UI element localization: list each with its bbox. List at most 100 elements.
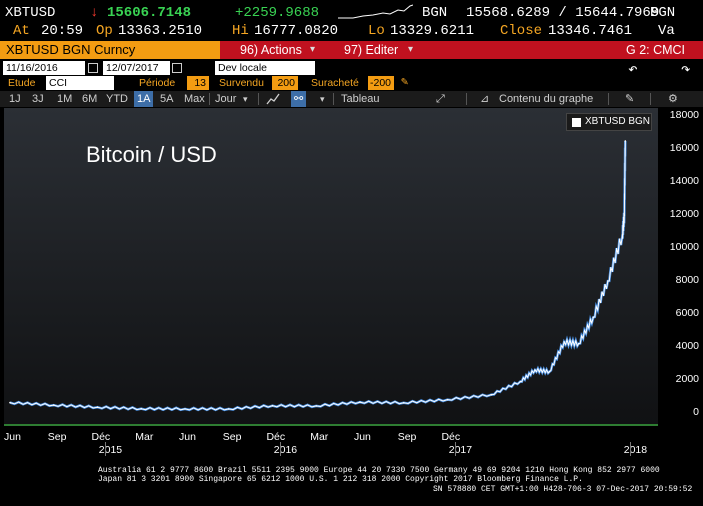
down-arrow-icon: ↓ (90, 5, 99, 21)
fullscreen-icon[interactable]: ⤢ (436, 93, 445, 105)
chart-toolbar: 1J 3J 1M 6M YTD 1A 5A Max Jour ▾ ⚯ ▾ Tab… (0, 91, 703, 107)
data-point (490, 393, 493, 396)
chart-plot-area[interactable] (4, 108, 658, 426)
edit-menu[interactable]: 97) Editer (344, 43, 399, 57)
data-point (184, 408, 186, 410)
range-1j[interactable]: 1J (9, 93, 21, 105)
series-line (9, 140, 626, 411)
x-tick-label: Sep (397, 431, 417, 443)
y-tick-label: 10000 (669, 241, 699, 254)
x-tick-label: Sep (47, 431, 67, 443)
range-6m[interactable]: 6M (82, 93, 98, 105)
table-button[interactable]: Tableau (341, 93, 380, 105)
data-point (607, 280, 609, 282)
frequency-dropdown-icon[interactable]: ▾ (243, 94, 248, 104)
high-label: Hi (232, 23, 249, 39)
data-point (534, 369, 536, 371)
y-tick-label: 0 (693, 405, 699, 418)
range-1a[interactable]: 1A (134, 91, 154, 107)
data-point (563, 341, 565, 343)
last-price: 15606.7148 (107, 5, 192, 21)
footer-session: SN 578880 CET GMT+1:00 H428-706-3 07-Dec… (433, 485, 693, 494)
compare-icon[interactable]: ⚯ (291, 91, 307, 107)
line-chart-icon[interactable] (266, 91, 280, 107)
edit-icon[interactable]: ✎ (625, 93, 635, 105)
at-label: At (13, 23, 30, 39)
year-divider (104, 442, 106, 456)
data-point (52, 404, 55, 406)
y-tick-label: 14000 (669, 175, 699, 188)
security-name[interactable]: XBTUSD BGN Curncy (0, 41, 220, 59)
overbought-label: Suracheté (311, 77, 359, 89)
study-select[interactable]: CCI (46, 76, 114, 90)
x-tick-label: Mar (310, 431, 329, 443)
close-label: Close (500, 23, 543, 39)
range-max[interactable]: Max (184, 93, 205, 105)
currency-select[interactable]: Dev locale (215, 61, 315, 75)
pencil-icon[interactable]: ✎ (401, 75, 409, 89)
series-highlight (9, 140, 627, 412)
settings-gear-icon[interactable]: ⚙ (668, 93, 678, 105)
data-point (315, 405, 318, 407)
range-1m[interactable]: 1M (57, 93, 73, 105)
price-chart (4, 140, 658, 426)
period-input[interactable]: 13 (187, 76, 209, 90)
year-divider (454, 442, 456, 456)
data-point (402, 401, 405, 404)
edit-dropdown-icon[interactable]: ▾ (408, 44, 414, 55)
x-axis: Jun Sep Déc Mar Jun Sep Déc Mar Jun Sep Déc 2015 201… (0, 426, 703, 458)
high-value: 16777.0820 (254, 23, 339, 39)
calendar-icon[interactable] (172, 63, 182, 73)
page-id: G 2: CMCI (626, 43, 686, 57)
low-value: 13329.6211 (390, 23, 475, 39)
x-tick-label: Jun (353, 431, 371, 443)
sparkline (338, 4, 413, 19)
low-label: Lo (368, 23, 385, 39)
chart-legend[interactable]: XBTUSD BGN (566, 113, 652, 131)
data-point (577, 342, 580, 345)
time: 20:59 (41, 23, 84, 39)
range-ytd[interactable]: YTD (106, 93, 128, 105)
x-tick-label: Déc (441, 431, 461, 443)
range-5a[interactable]: 5A (160, 93, 174, 105)
drawing-icon[interactable]: ⊿ (480, 93, 490, 105)
y-tick-label: 18000 (669, 109, 699, 122)
y-tick-label: 8000 (675, 274, 699, 286)
bid-ask: 15568.6289 / 15644.7969 (466, 5, 660, 21)
overbought-input[interactable]: -200 (368, 76, 394, 90)
redo-icon[interactable]: ↷ (681, 61, 691, 79)
x-tick-label: Jun (4, 431, 21, 443)
content-menu[interactable]: Contenu du graphe (499, 93, 594, 105)
frequency-select[interactable]: Jour (215, 93, 237, 105)
data-point (227, 408, 230, 410)
range-3j[interactable]: 3J (32, 93, 44, 105)
data-point (9, 401, 11, 404)
oversold-input[interactable]: 200 (272, 76, 298, 90)
x-tick-label: Sep (222, 431, 242, 443)
period-label: Période (139, 77, 176, 89)
chart-title: Bitcoin / USD (86, 142, 217, 167)
undo-icon[interactable]: ↶ (628, 61, 638, 79)
data-point (271, 404, 274, 407)
x-year-label: 2016 (273, 444, 298, 456)
y-tick-label: 2000 (675, 372, 699, 385)
footer-contacts-1: Australia 61 2 9777 8600 Brazil 5511 239… (98, 466, 660, 475)
footer-contacts-2: Japan 81 3 3201 8900 Singapore 65 6212 1… (98, 475, 583, 484)
chart-type-dropdown-icon[interactable]: ▾ (320, 94, 325, 104)
data-point (359, 401, 361, 403)
close-value: 13346.7461 (548, 23, 633, 39)
actions-dropdown-icon[interactable]: ▾ (310, 44, 316, 55)
end-date-field[interactable]: 12/07/2017 (103, 61, 170, 75)
data-point (140, 407, 143, 410)
start-date-field[interactable]: 11/16/2016 (3, 61, 85, 75)
open-value: 13363.2510 (118, 23, 203, 39)
x-tick-label: Déc (91, 431, 111, 443)
data-point (519, 380, 522, 383)
data-point (624, 140, 627, 142)
y-tick-label: 12000 (669, 208, 699, 221)
actions-menu[interactable]: 96) Actions (240, 43, 302, 57)
data-point (446, 398, 449, 401)
data-point (592, 316, 595, 319)
legend-label: XBTUSD BGN (585, 116, 651, 127)
calendar-icon[interactable] (88, 63, 98, 73)
